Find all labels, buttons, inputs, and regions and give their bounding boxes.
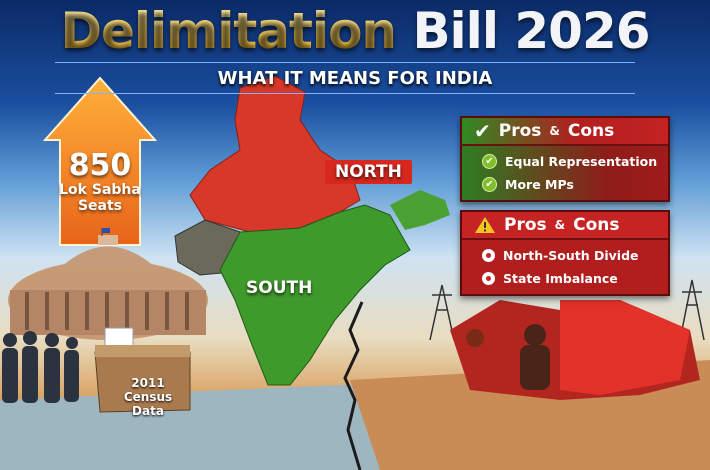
seats-line1: Lok Sabha [59, 182, 141, 198]
list-item: ✔ More MPs [462, 173, 668, 196]
census-year: 2011 [131, 376, 165, 390]
south-label: SOUTH [246, 278, 313, 298]
pros-panel-header: ✔ Pros & Cons [462, 118, 668, 146]
panel-title-end: Cons [567, 121, 615, 141]
panel-title: Pros [504, 215, 547, 235]
ground-crack [343, 301, 364, 470]
pros-panel: ✔ Pros & Cons ✔ Equal Representation ✔ More … [460, 116, 670, 202]
panel-title-amp: & [554, 218, 566, 232]
check-circle-icon: ✔ [482, 177, 497, 192]
check-icon: ✔ [474, 119, 491, 143]
list-item: State Imbalance [462, 267, 668, 290]
divider [55, 62, 635, 63]
north-label: NORTH [325, 160, 412, 184]
ballot-box [94, 327, 191, 413]
title-part-2: Bill 2026 [412, 2, 650, 60]
check-circle-icon: ✔ [482, 154, 497, 169]
seats-callout: 850 Lok Sabha Seats [50, 148, 150, 215]
cons-panel: Pros & Cons North-South Divide State Imbal… [460, 210, 670, 296]
list-item-text: State Imbalance [503, 271, 618, 286]
page-title: Delimitation Bill 2026 [0, 2, 710, 60]
census-text: Census Data [123, 390, 173, 418]
india-map-north [189, 75, 361, 233]
seats-number: 850 [68, 148, 132, 183]
warning-icon [475, 217, 495, 233]
india-map-northeast [390, 190, 450, 230]
india-map-south [219, 204, 411, 386]
census-label: 2011 Census Data [108, 376, 188, 418]
divider [55, 93, 635, 94]
panel-title-amp: & [549, 124, 560, 138]
list-item-text: North-South Divide [503, 248, 639, 263]
list-item-text: Equal Representation [505, 154, 658, 169]
list-item: ✔ Equal Representation [462, 150, 668, 173]
bullet-icon [482, 249, 495, 262]
list-item: North-South Divide [462, 244, 668, 267]
panel-title: Pros [498, 121, 542, 141]
protest-silhouettes [450, 300, 700, 400]
power-tower-icon [429, 279, 705, 341]
parliament-building [8, 228, 208, 340]
subtitle: WHAT IT MEANS FOR INDIA [217, 68, 493, 89]
seats-line2: Seats [77, 198, 123, 214]
title-part-1: Delimitation [60, 2, 397, 60]
list-item-text: More MPs [505, 177, 574, 192]
panel-title-end: Cons [573, 215, 620, 235]
cons-panel-header: Pros & Cons [462, 212, 668, 240]
bullet-icon [482, 272, 495, 285]
people-silhouettes [2, 331, 79, 403]
